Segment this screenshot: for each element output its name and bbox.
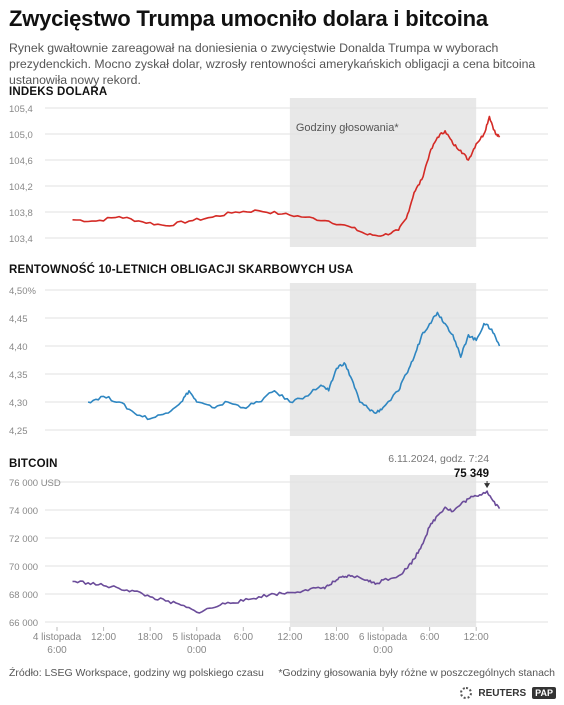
x-axis-label: 18:00 bbox=[138, 632, 163, 643]
dollar-series-line bbox=[72, 115, 501, 237]
bond-y-tick-label: 4,35 bbox=[9, 370, 28, 381]
dollar-y-tick-label: 103,8 bbox=[9, 208, 33, 219]
reuters-credit: REUTERS bbox=[478, 687, 527, 699]
dollar-y-tick-label: 105,4 bbox=[9, 104, 33, 115]
bond-yield-title: RENTOWNOŚĆ 10-LETNICH OBLIGACJI SKARBOWY… bbox=[9, 264, 354, 276]
x-axis-label: 0:00 bbox=[373, 645, 393, 656]
dollar-index-title: INDEKS DOLARA bbox=[9, 86, 108, 98]
page-subtitle: Rynek gwałtownie zareagował na doniesien… bbox=[9, 41, 536, 87]
bitcoin-y-tick-label: 70 000 bbox=[9, 562, 38, 573]
bitcoin-y-tick-label: 76 000 USD bbox=[9, 478, 61, 489]
x-axis-label: 6:00 bbox=[47, 645, 67, 656]
x-axis-label: 6 listopada bbox=[359, 632, 408, 643]
dollar-y-tick-label: 103,4 bbox=[9, 234, 33, 245]
bitcoin-y-tick-label: 68 000 bbox=[9, 590, 38, 601]
bitcoin-voting-hours-shade bbox=[289, 475, 477, 627]
bond-y-tick-label: 4,40 bbox=[9, 342, 28, 353]
credits: REUTERS PAP bbox=[460, 687, 556, 699]
page-title: Zwycięstwo Trumpa umocniło dolara i bitc… bbox=[9, 6, 488, 31]
x-axis-label: 0:00 bbox=[187, 645, 207, 656]
annotation-arrow-icon bbox=[484, 483, 491, 489]
x-axis-label: 6:00 bbox=[234, 632, 254, 643]
bitcoin-series-line bbox=[72, 490, 501, 614]
bitcoin-y-tick-label: 74 000 bbox=[9, 506, 38, 517]
reuters-logo-icon bbox=[460, 687, 473, 699]
pap-credit: PAP bbox=[532, 687, 556, 699]
bitcoin-y-tick-label: 72 000 bbox=[9, 534, 38, 545]
bond-y-tick-label: 4,25 bbox=[9, 426, 28, 437]
bitcoin-y-tick-label: 66 000 bbox=[9, 618, 38, 629]
x-axis-label: 4 listopada bbox=[33, 632, 82, 643]
bond-voting-hours-shade bbox=[289, 283, 477, 436]
bitcoin-record-date: 6.11.2024, godz. 7:24 bbox=[388, 453, 489, 465]
bond-y-tick-label: 4,45 bbox=[9, 314, 28, 325]
x-axis-label: 6:00 bbox=[420, 632, 440, 643]
voting-hours-label: Godziny głosowania* bbox=[296, 122, 399, 134]
x-axis-label: 12:00 bbox=[277, 632, 302, 643]
dollar-voting-hours-shade bbox=[289, 98, 477, 247]
dollar-y-tick-label: 104,6 bbox=[9, 156, 33, 167]
dollar-y-tick-label: 105,0 bbox=[9, 130, 33, 141]
bitcoin-record-value: 75 349 bbox=[454, 468, 489, 480]
x-axis-label: 12:00 bbox=[464, 632, 489, 643]
dollar-y-tick-label: 104,2 bbox=[9, 182, 33, 193]
voting-hours-note: *Godziny głosowania były różne w poszcze… bbox=[278, 667, 555, 679]
bond-series-line bbox=[87, 311, 501, 421]
bitcoin-title: BITCOIN bbox=[9, 458, 58, 470]
x-axis-label: 12:00 bbox=[91, 632, 116, 643]
bond-y-tick-label: 4,50% bbox=[9, 286, 36, 297]
bond-y-tick-label: 4,30 bbox=[9, 398, 28, 409]
x-axis-label: 5 listopada bbox=[173, 632, 222, 643]
source-note: Źródło: LSEG Workspace, godziny wg polsk… bbox=[9, 667, 264, 679]
x-axis-label: 18:00 bbox=[324, 632, 349, 643]
